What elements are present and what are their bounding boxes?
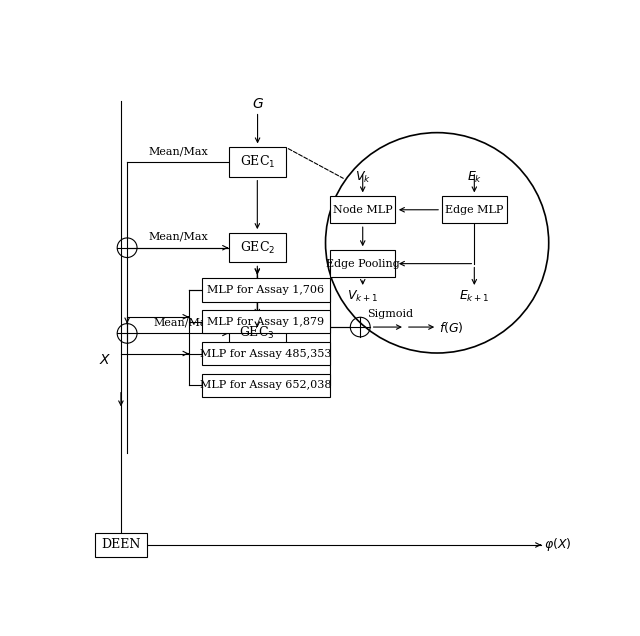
Text: GEC$_2$: GEC$_2$ — [239, 240, 275, 256]
Text: Node MLP: Node MLP — [333, 205, 392, 215]
Text: MLP for Assay 485,353: MLP for Assay 485,353 — [200, 349, 332, 359]
Bar — [330, 197, 395, 223]
Bar — [229, 233, 286, 263]
Text: $f(G)$: $f(G)$ — [438, 319, 463, 335]
Text: Mean/Max: Mean/Max — [148, 232, 208, 242]
Bar — [330, 250, 395, 277]
Text: GEC$_3$: GEC$_3$ — [239, 326, 275, 342]
Text: $V_{k+1}$: $V_{k+1}$ — [347, 289, 378, 304]
Bar — [229, 319, 286, 348]
Bar — [95, 533, 147, 557]
Bar — [442, 197, 507, 223]
Text: MLP for Assay 1,879: MLP for Assay 1,879 — [207, 317, 324, 327]
Bar — [202, 278, 330, 301]
Bar — [202, 373, 330, 397]
Text: $X$: $X$ — [99, 354, 111, 368]
Text: Edge Pooling: Edge Pooling — [326, 259, 399, 268]
Bar — [202, 310, 330, 333]
Text: Mean/Max: Mean/Max — [148, 146, 208, 156]
Text: Mean/Max: Mean/Max — [153, 317, 212, 328]
Bar — [229, 148, 286, 177]
Text: Edge MLP: Edge MLP — [445, 205, 504, 215]
Text: $V_k$: $V_k$ — [355, 170, 371, 185]
Text: $E_{k+1}$: $E_{k+1}$ — [459, 289, 490, 304]
Text: MLP for Assay 1,706: MLP for Assay 1,706 — [207, 285, 324, 295]
Text: DEEN: DEEN — [101, 539, 141, 551]
Bar — [202, 342, 330, 365]
Text: $E_k$: $E_k$ — [467, 170, 482, 185]
Text: MLP for Assay 652,038: MLP for Assay 652,038 — [200, 380, 332, 391]
Text: $G$: $G$ — [252, 97, 264, 111]
Text: Sigmoid: Sigmoid — [367, 309, 413, 319]
Text: GEC$_1$: GEC$_1$ — [239, 154, 275, 170]
Text: $\varphi(X)$: $\varphi(X)$ — [544, 537, 572, 553]
